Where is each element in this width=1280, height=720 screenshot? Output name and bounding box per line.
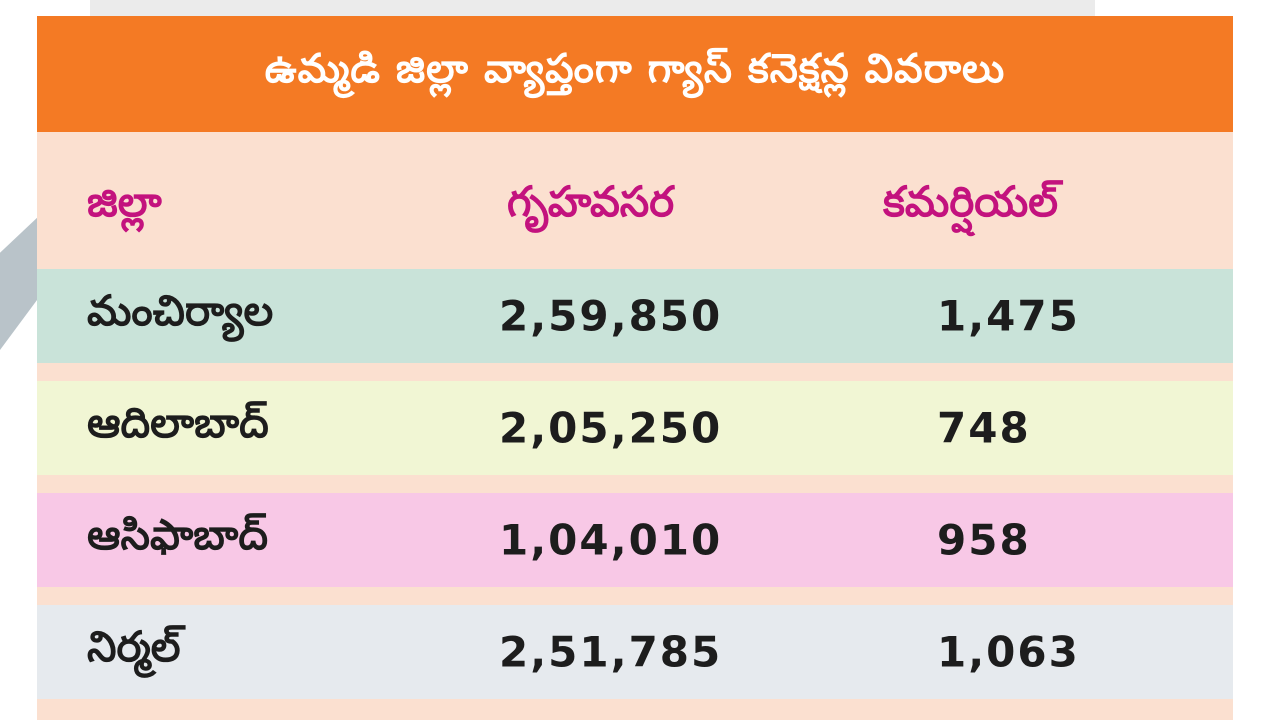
cell-district: ఆదిలాబాద్: [87, 398, 269, 447]
background-top-strip: [90, 0, 1095, 16]
table-row: ఆసిఫాబాద్ 1,04,010 958: [37, 493, 1233, 587]
column-header-domestic: గృహవసర: [507, 177, 675, 226]
cell-district: మంచిర్యాల: [87, 286, 274, 335]
table-row: ఆదిలాబాద్ 2,05,250 748: [37, 381, 1233, 475]
background-right-margin: [1233, 0, 1280, 720]
cell-domestic: 2,51,785: [499, 627, 723, 677]
table-row: నిర్మల్ 2,51,785 1,063: [37, 605, 1233, 699]
title-bar: ఉమ్మడి జిల్లా వ్యాప్తంగా గ్యాస్ కనెక్షన్…: [37, 16, 1233, 132]
cell-commercial: 1,475: [937, 291, 1080, 341]
cell-domestic: 2,05,250: [499, 403, 723, 453]
cell-domestic: 2,59,850: [499, 291, 723, 341]
cell-commercial: 1,063: [937, 627, 1080, 677]
table-title: ఉమ్మడి జిల్లా వ్యాప్తంగా గ్యాస్ కనెక్షన్…: [264, 46, 1006, 92]
cell-commercial: 748: [937, 403, 1031, 453]
cell-district: ఆసిఫాబాద్: [87, 510, 268, 559]
cell-domestic: 1,04,010: [499, 515, 723, 565]
column-header-commercial: కమర్షియల్: [883, 177, 1059, 226]
table-row: మంచిర్యాల 2,59,850 1,475: [37, 269, 1233, 363]
gas-connections-table-card: ఉమ్మడి జిల్లా వ్యాప్తంగా గ్యాస్ కనెక్షన్…: [37, 16, 1233, 720]
column-header-district: జిల్లా: [87, 177, 162, 226]
cell-district: నిర్మల్: [87, 622, 181, 671]
table-header-row: జిల్లా గృహవసర కమర్షియల్: [37, 132, 1233, 269]
cell-commercial: 958: [937, 515, 1031, 565]
background-decorative-wedge: [0, 215, 40, 350]
